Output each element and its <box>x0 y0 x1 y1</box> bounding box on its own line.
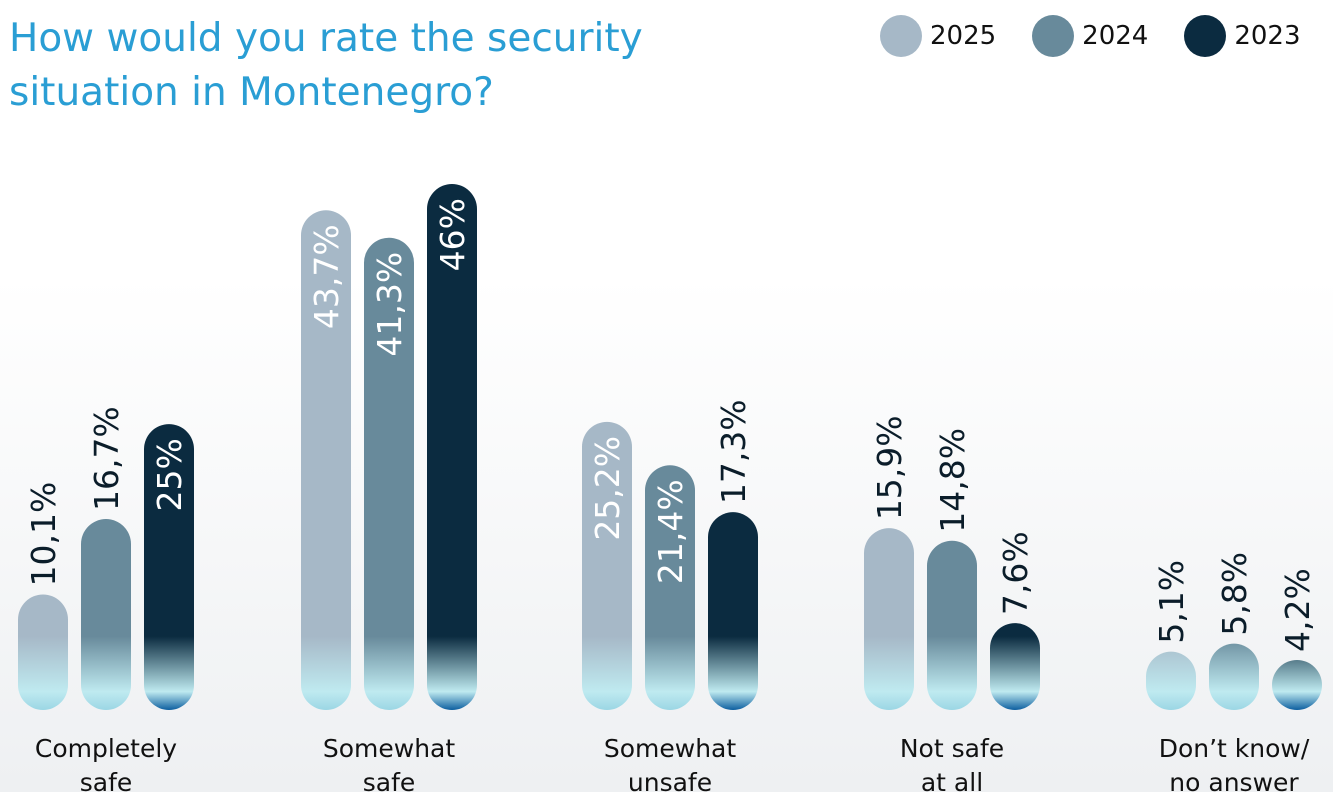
bar-2024-2 <box>645 465 695 710</box>
value-label-2024-0: 16,7% <box>87 406 126 511</box>
value-label-2025-3: 15,9% <box>870 415 909 520</box>
legend-item-2024: 2024 <box>1032 15 1148 57</box>
bar-2023-2 <box>708 512 758 710</box>
legend-item-2023: 2023 <box>1184 15 1301 57</box>
bar-2025-4 <box>1146 651 1196 710</box>
legend: 2025 2024 2023 <box>880 14 1301 58</box>
value-label-2025-4: 5,1% <box>1152 560 1191 644</box>
value-label-2023-1: 46% <box>433 198 472 271</box>
bar-2024-4 <box>1209 643 1259 710</box>
bar-2023-4 <box>1272 660 1322 710</box>
bar-2025-3 <box>864 528 914 710</box>
value-label-2023-2: 17,3% <box>714 399 753 504</box>
category-label-1-line-1: Somewhat <box>323 734 456 763</box>
bar-2025-0 <box>18 594 68 710</box>
value-label-2025-2: 25,2% <box>588 436 627 541</box>
legend-swatch-2023 <box>1184 15 1227 57</box>
chart-title: How would you rate the security situatio… <box>9 12 709 120</box>
value-label-2025-0: 10,1% <box>24 482 63 587</box>
category-label-2-line-1: Somewhat <box>604 734 737 763</box>
value-label-2025-1: 43,7% <box>307 224 346 329</box>
category-label-3-line-1: Not safe <box>900 734 1004 763</box>
category-label-3-line-2: at all <box>921 768 983 792</box>
bar-2025-1 <box>301 210 351 711</box>
value-label-2024-1: 41,3% <box>370 252 409 357</box>
bar-2023-0 <box>144 424 194 710</box>
category-label-0-line-1: Completely <box>35 734 177 763</box>
bar-2023-3 <box>990 623 1040 710</box>
category-label-0-line-2: safe <box>80 768 133 792</box>
legend-swatch-2024 <box>1032 15 1075 57</box>
bar-2023-1 <box>427 184 477 710</box>
category-label-1-line-2: safe <box>363 768 416 792</box>
bar-2024-0 <box>81 519 131 710</box>
chart-title-line-1: How would you rate the security <box>9 16 643 61</box>
value-label-2024-4: 5,8% <box>1215 552 1254 636</box>
value-label-2023-3: 7,6% <box>996 531 1035 615</box>
legend-swatch-2025 <box>880 15 922 57</box>
value-label-2024-3: 14,8% <box>933 428 972 533</box>
bar-2024-1 <box>364 237 414 711</box>
bar-2025-2 <box>582 421 632 710</box>
category-label-4-line-1: Don’t know/ <box>1159 734 1310 763</box>
chart-title-line-2: situation in Montenegro? <box>9 70 494 115</box>
legend-label-2023: 2023 <box>1234 21 1301 51</box>
bar-2024-3 <box>927 540 977 710</box>
legend-label-2024: 2024 <box>1082 21 1149 51</box>
legend-item-2025: 2025 <box>880 15 996 57</box>
value-label-2023-4: 4,2% <box>1278 568 1317 652</box>
legend-label-2025: 2025 <box>930 21 997 51</box>
category-label-4-line-2: no answer <box>1169 768 1299 792</box>
value-label-2023-0: 25% <box>150 438 189 511</box>
value-label-2024-2: 21,4% <box>651 479 690 584</box>
category-label-2-line-2: unsafe <box>628 768 712 792</box>
